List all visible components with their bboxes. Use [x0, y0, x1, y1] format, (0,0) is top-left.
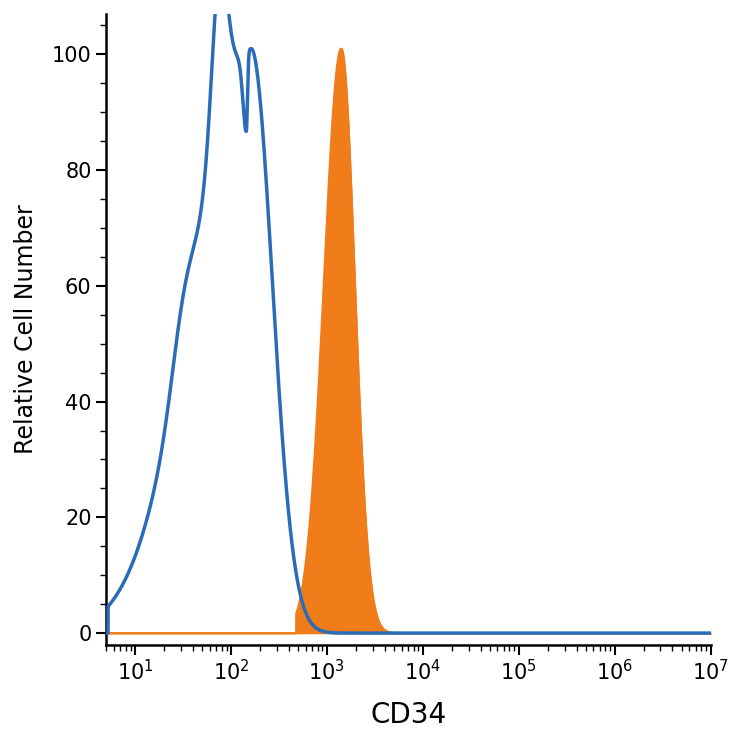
Y-axis label: Relative Cell Number: Relative Cell Number: [14, 204, 38, 454]
X-axis label: CD34: CD34: [370, 701, 447, 729]
